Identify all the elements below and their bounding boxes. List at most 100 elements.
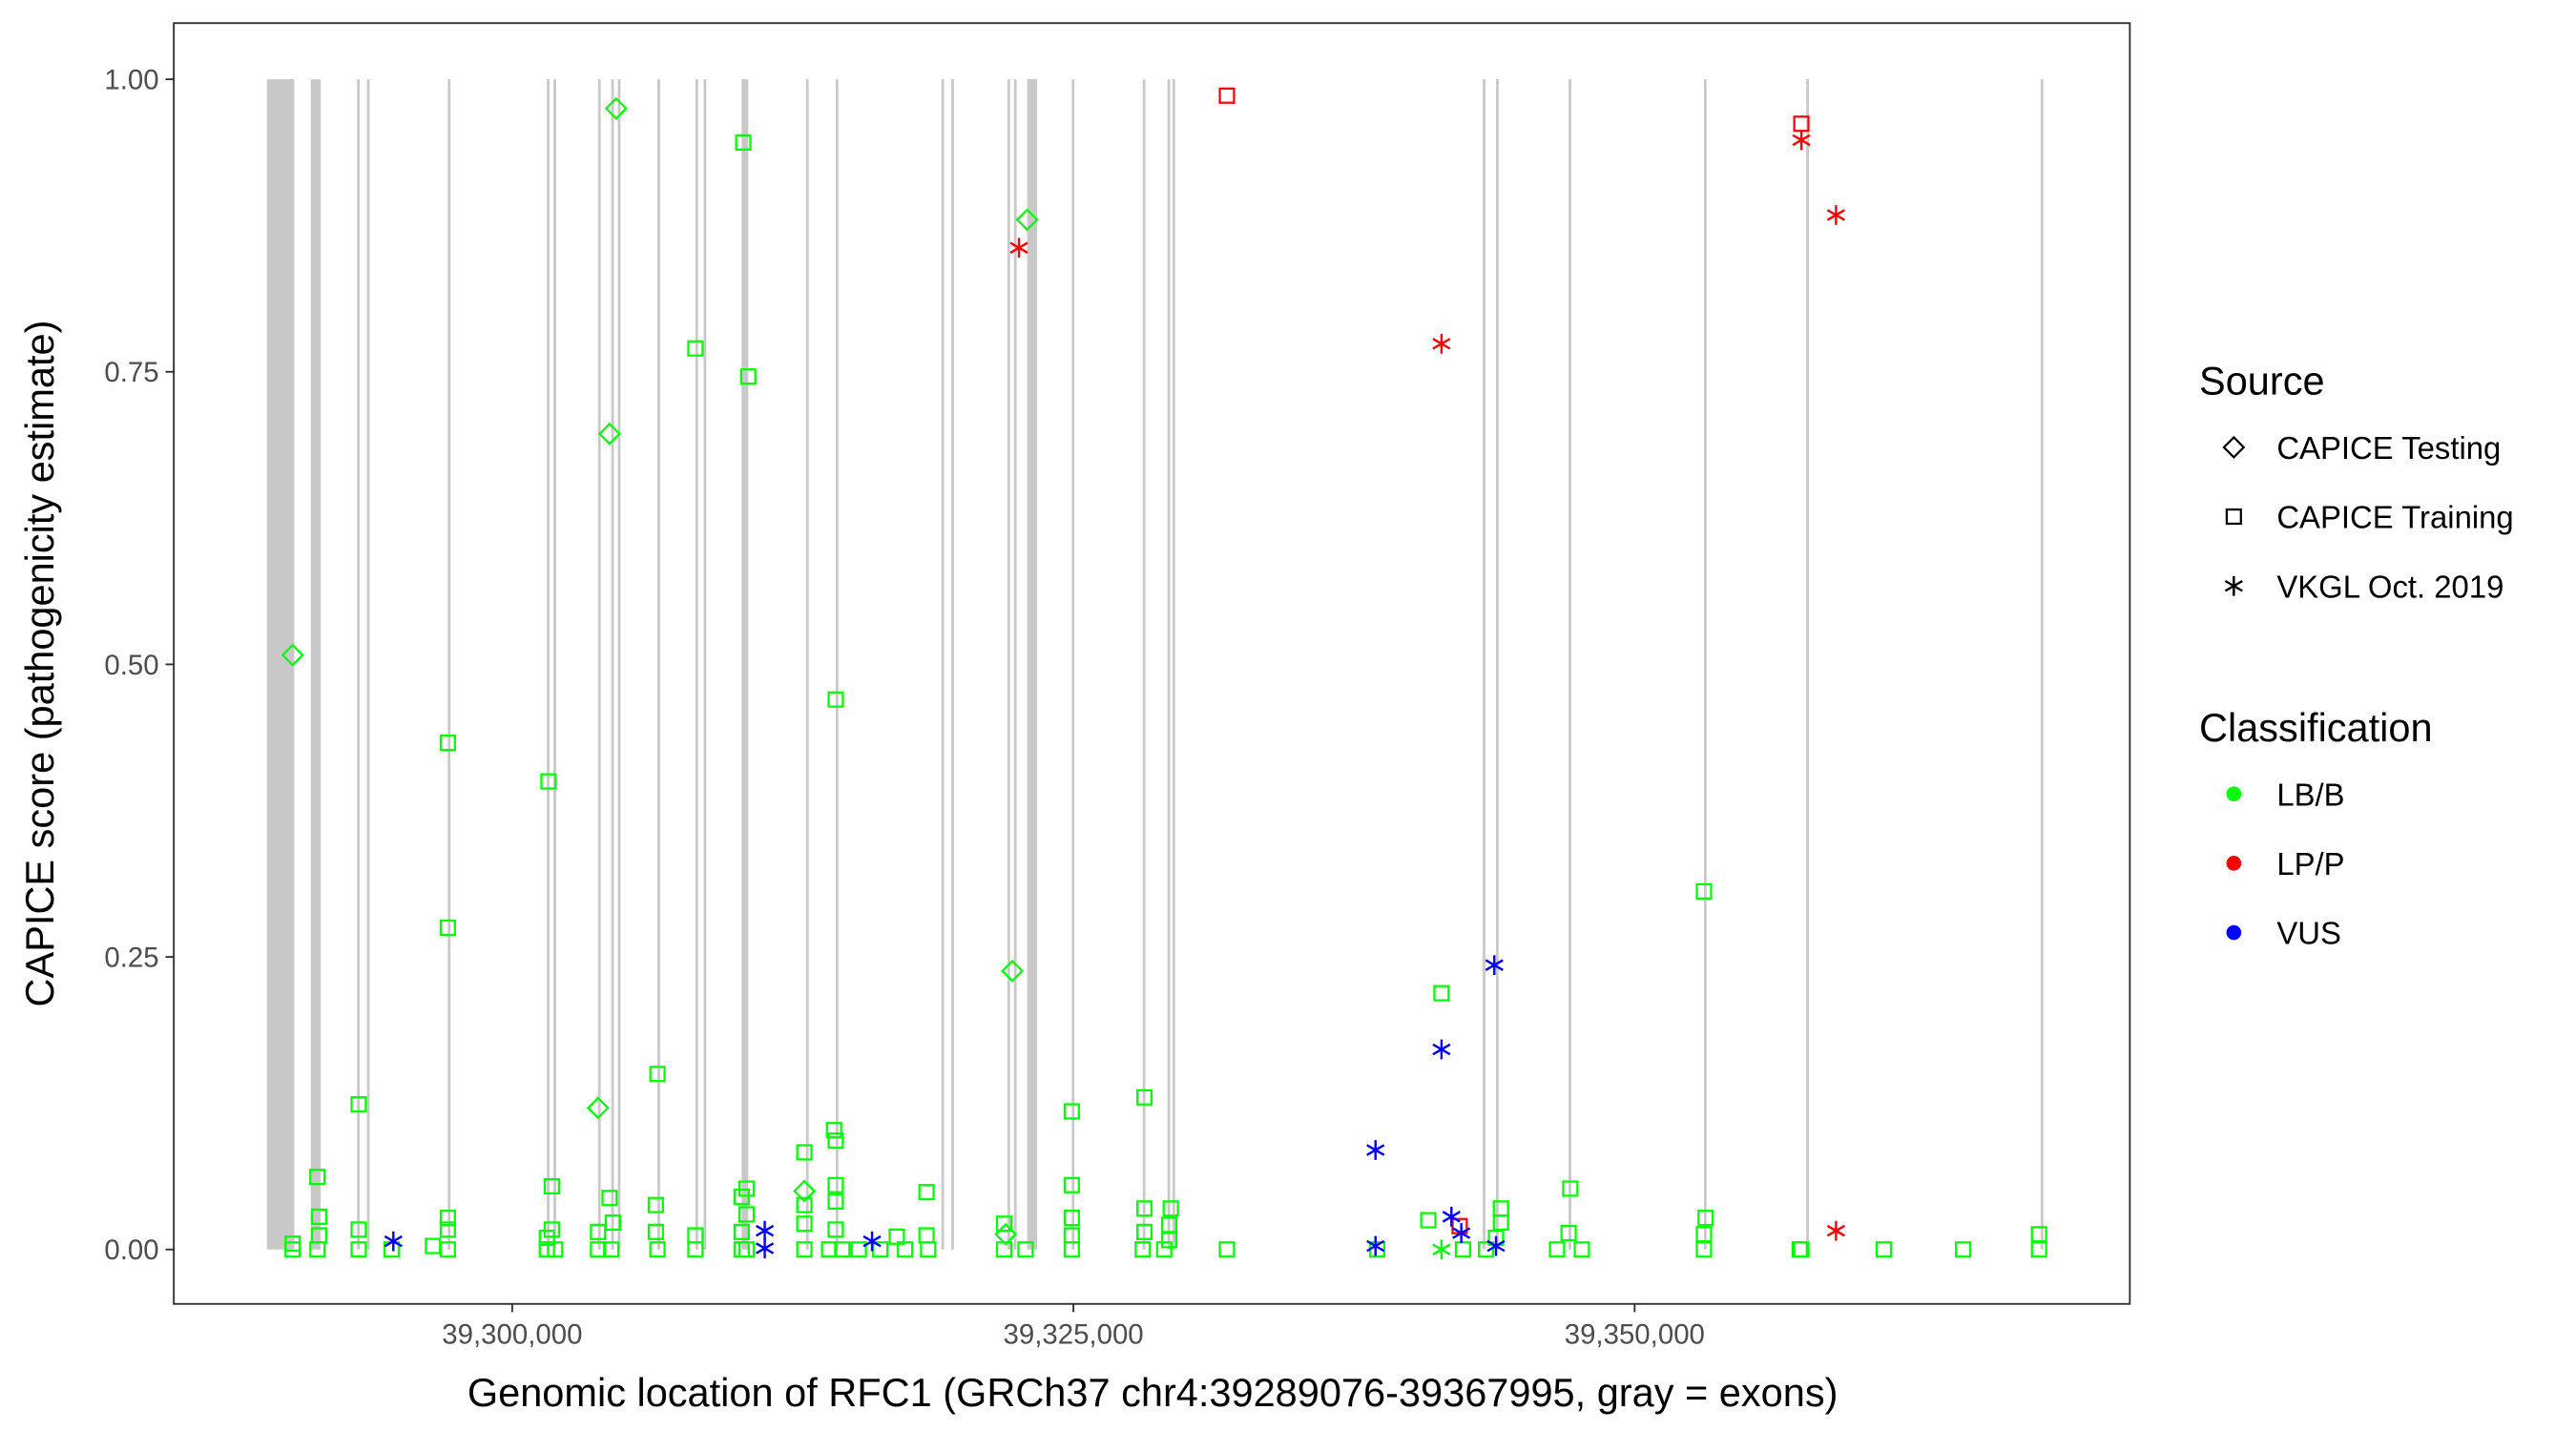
legend-dot-icon xyxy=(2226,856,2242,871)
data-point-training xyxy=(872,1241,889,1258)
exon-band xyxy=(310,79,322,1250)
exon-band xyxy=(2040,79,2044,1250)
data-point-training xyxy=(821,1241,838,1258)
exon-band xyxy=(1568,79,1571,1250)
exon-band xyxy=(941,79,945,1250)
data-point-training xyxy=(739,368,757,385)
data-point-training xyxy=(604,1213,621,1232)
exon-band xyxy=(611,79,614,1250)
data-point-training xyxy=(733,1188,750,1206)
data-point-training xyxy=(827,1221,844,1238)
data-point-training xyxy=(1063,1241,1080,1258)
data-point-vkgl xyxy=(1432,1239,1451,1260)
data-point-training xyxy=(284,1235,301,1253)
data-point-training xyxy=(2030,1226,2047,1243)
data-point-vkgl xyxy=(1826,1220,1845,1241)
exon-band xyxy=(703,79,707,1250)
exon-band xyxy=(1007,79,1010,1250)
data-point-training xyxy=(1017,1241,1034,1258)
data-point-training xyxy=(1134,1241,1152,1258)
data-point-training xyxy=(735,134,752,151)
legend-title-classification: Classification xyxy=(2199,705,2433,750)
legend-item-label: LP/P xyxy=(2276,846,2344,881)
data-point-training xyxy=(1478,1241,1495,1258)
y-tick-label: 0.25 xyxy=(104,942,158,973)
data-point-training xyxy=(439,1210,456,1227)
data-point-training xyxy=(350,1096,367,1113)
y-tick-label: 0.50 xyxy=(104,650,158,681)
exon-band xyxy=(695,79,698,1250)
data-point-vkgl xyxy=(1486,1235,1506,1256)
data-point-training xyxy=(1420,1212,1437,1229)
exon-band xyxy=(835,79,839,1250)
data-point-training xyxy=(1695,1241,1713,1258)
data-point-training xyxy=(888,1228,905,1245)
data-point-training xyxy=(850,1241,867,1258)
exon-band xyxy=(553,79,556,1250)
data-point-training xyxy=(687,1241,704,1258)
data-point-training xyxy=(1135,1200,1153,1217)
data-point-training xyxy=(649,1241,666,1258)
legend-item-label: CAPICE Training xyxy=(2276,500,2513,535)
data-point-training xyxy=(1218,1241,1236,1258)
exon-band xyxy=(266,79,295,1250)
data-point-training xyxy=(687,340,704,357)
data-point-vkgl xyxy=(384,1231,403,1252)
data-point-training xyxy=(439,735,456,752)
data-point-training xyxy=(601,1190,618,1207)
exon-band xyxy=(547,79,550,1250)
exon-bands xyxy=(266,79,2044,1250)
y-tick-label: 1.00 xyxy=(104,64,158,95)
exon-band xyxy=(1027,79,1038,1250)
data-point-training xyxy=(309,1169,326,1186)
data-point-training xyxy=(1697,1210,1714,1227)
data-point-testing xyxy=(1015,208,1039,232)
data-point-training xyxy=(540,773,557,790)
data-point-training xyxy=(647,1223,664,1240)
data-point-training xyxy=(1955,1241,1972,1258)
data-point-training xyxy=(1492,1200,1509,1217)
exon-band xyxy=(741,79,749,1250)
legend-symbol-square-icon xyxy=(2225,508,2242,526)
data-point-training xyxy=(1492,1213,1509,1232)
data-points xyxy=(280,87,2047,1260)
data-point-testing xyxy=(604,96,628,120)
data-point-training xyxy=(1160,1232,1178,1249)
exon-band xyxy=(357,79,360,1250)
data-point-training xyxy=(1433,985,1450,1002)
data-point-testing xyxy=(280,643,304,667)
data-point-vkgl xyxy=(755,1238,775,1258)
data-point-training xyxy=(1548,1241,1566,1258)
data-point-training xyxy=(439,1221,456,1238)
legend-dot-icon xyxy=(2226,924,2242,941)
data-point-training xyxy=(995,1241,1012,1258)
data-point-training xyxy=(737,1180,756,1197)
data-point-testing xyxy=(1001,959,1025,983)
data-point-testing xyxy=(994,1222,1018,1246)
data-point-training xyxy=(1791,1241,1808,1258)
legend-item-label: VUS xyxy=(2276,916,2341,951)
exon-band xyxy=(366,79,370,1250)
data-point-training xyxy=(796,1241,813,1258)
data-point-training xyxy=(897,1241,914,1258)
data-point-training xyxy=(1135,1089,1153,1106)
data-point-testing xyxy=(597,422,621,446)
legend: Source Classification CAPICE Testing CAPI… xyxy=(2199,358,2514,950)
exon-band xyxy=(1013,79,1017,1250)
data-point-training xyxy=(1135,1223,1153,1240)
data-point-training xyxy=(827,691,844,708)
data-point-training xyxy=(1162,1200,1179,1217)
data-point-vkgl xyxy=(1366,1235,1385,1256)
exon-band xyxy=(447,79,451,1250)
data-point-training xyxy=(1218,87,1236,104)
exon-band xyxy=(1071,79,1075,1250)
exon-band xyxy=(1142,79,1146,1250)
data-point-training xyxy=(538,1229,555,1247)
y-axis-title: CAPICE score (pathogenicity estimate) xyxy=(17,321,62,1007)
data-point-training xyxy=(439,919,456,936)
exon-band xyxy=(951,79,954,1250)
data-point-vkgl xyxy=(1366,1140,1385,1160)
data-point-training xyxy=(796,1196,813,1213)
legend-item-label: CAPICE Testing xyxy=(2276,430,2501,466)
data-point-vkgl xyxy=(755,1220,775,1241)
